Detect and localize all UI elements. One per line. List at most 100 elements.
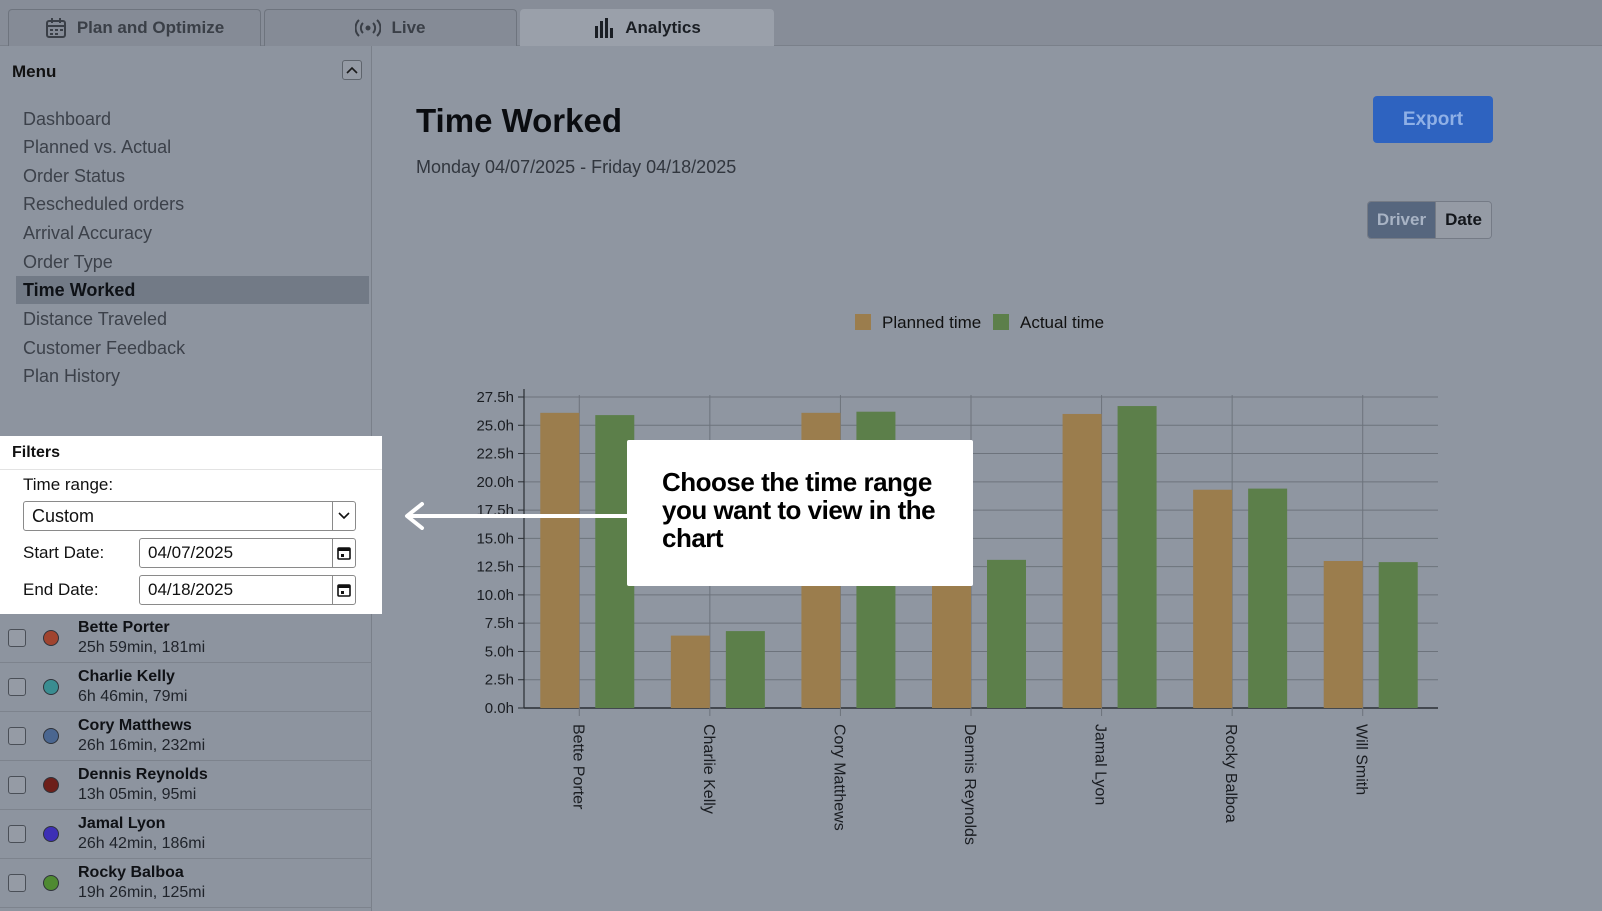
sidebar-item-dashboard[interactable]: Dashboard (23, 109, 112, 129)
driver-stats: 6h 46min, 79mi (78, 688, 188, 705)
sidebar-item-plan-history[interactable]: Plan History (23, 366, 121, 386)
sidebar-item-distance-traveled[interactable]: Distance Traveled (23, 309, 168, 329)
bar-actual (987, 559, 1026, 708)
y-tick-label: 0.0h (485, 700, 514, 717)
driver-row[interactable]: Rocky Balboa 19h 26min, 125mi (0, 859, 372, 908)
sidebar-item-rescheduled-orders[interactable]: Rescheduled orders (23, 194, 185, 214)
y-tick-label: 12.5h (476, 559, 514, 576)
time-range-value: Custom (32, 506, 95, 526)
driver-color-dot (43, 777, 59, 793)
driver-checkbox[interactable] (8, 776, 26, 794)
date-range-subtitle: Monday 04/07/2025 - Friday 04/18/2025 (416, 157, 737, 177)
x-tick-label: Will Smith (1353, 724, 1370, 795)
time-range-select[interactable]: Custom (23, 501, 356, 531)
collapse-menu-button[interactable] (342, 60, 362, 80)
top-tab-bar: Plan and Optimize Live Analytics (0, 0, 1602, 46)
driver-checkbox[interactable] (8, 727, 26, 745)
chevron-up-icon (346, 66, 358, 74)
legend-swatch-planned (855, 314, 871, 330)
divider (0, 469, 382, 470)
y-tick-label: 20.0h (476, 474, 514, 491)
driver-color-dot (43, 826, 59, 842)
y-tick-label: 25.0h (476, 417, 514, 434)
driver-color-dot (43, 630, 59, 646)
y-tick-label: 5.0h (485, 643, 514, 660)
driver-row[interactable]: Jamal Lyon 26h 42min, 186mi (0, 810, 372, 859)
start-date-label: Start Date: (23, 543, 105, 562)
chevron-down-icon[interactable] (332, 502, 355, 530)
driver-name: Rocky Balboa (78, 864, 184, 881)
filters-title: Filters (12, 444, 61, 461)
tab-plan-and-optimize[interactable]: Plan and Optimize (8, 9, 261, 46)
tab-live[interactable]: Live (264, 9, 517, 46)
tab-label: Plan and Optimize (76, 18, 225, 37)
driver-checkbox[interactable] (8, 874, 26, 892)
bar-planned (1193, 489, 1233, 708)
end-date-value: 04/18/2025 (148, 580, 234, 599)
driver-checkbox[interactable] (8, 678, 26, 696)
tab-analytics[interactable]: Analytics (520, 9, 774, 46)
driver-color-dot (43, 728, 59, 744)
bar-planned (540, 412, 580, 708)
sidebar-item-order-status[interactable]: Order Status (23, 166, 126, 186)
date-toggle-button[interactable]: Date (1435, 202, 1491, 238)
start-date-input[interactable]: 04/07/2025 (139, 538, 356, 568)
driver-name: Dennis Reynolds (78, 766, 208, 783)
driver-color-dot (43, 679, 59, 695)
bar-planned (1062, 413, 1102, 708)
driver-row[interactable]: Charlie Kelly 6h 46min, 79mi (0, 663, 372, 712)
callout-text: Choose the time range you want to view i… (662, 467, 936, 553)
driver-row[interactable]: Dennis Reynolds 13h 05min, 95mi (0, 761, 372, 810)
driver-checkbox[interactable] (8, 629, 26, 647)
y-tick-label: 22.5h (476, 446, 514, 463)
bar-actual (1248, 488, 1288, 708)
bar-chart-icon (593, 18, 615, 38)
bar-actual (725, 631, 765, 708)
x-tick-label: Jamal Lyon (1092, 724, 1109, 805)
driver-color-dot (43, 875, 59, 891)
legend-swatch-actual (993, 314, 1009, 330)
end-date-label: End Date: (23, 580, 99, 599)
legend-label-actual: Actual time (1020, 313, 1104, 332)
y-tick-label: 10.0h (476, 587, 514, 604)
time-range-label: Time range: (23, 475, 114, 494)
bar-planned (1323, 560, 1363, 708)
sidebar-item-arrival-accuracy[interactable]: Arrival Accuracy (23, 223, 153, 243)
x-tick-label: Bette Porter (569, 724, 586, 810)
y-tick-label: 7.5h (485, 615, 514, 632)
broadcast-icon (355, 19, 382, 37)
bar-actual (1378, 562, 1418, 708)
end-date-input[interactable]: 04/18/2025 (139, 575, 356, 605)
driver-name: Bette Porter (78, 619, 170, 636)
driver-row[interactable]: Cory Matthews 26h 16min, 232mi (0, 712, 372, 761)
driver-checkbox[interactable] (8, 825, 26, 843)
calendar-picker-icon[interactable] (332, 576, 355, 604)
tab-label: Analytics (625, 18, 701, 37)
driver-row[interactable]: Bette Porter 25h 59min, 181mi (0, 614, 372, 663)
sidebar-item-time-worked[interactable]: Time Worked (16, 276, 369, 304)
sidebar-item-customer-feedback[interactable]: Customer Feedback (23, 338, 186, 358)
driver-toggle-button[interactable]: Driver (1368, 202, 1435, 238)
tooltip-callout: Choose the time range you want to view i… (627, 440, 973, 586)
menu-title: Menu (12, 62, 57, 81)
export-button[interactable]: Export (1373, 96, 1493, 143)
calendar-picker-icon[interactable] (332, 539, 355, 567)
driver-name: Cory Matthews (78, 717, 192, 734)
filters-panel: Filters Time range: Custom Start Date: 0… (0, 436, 382, 614)
start-date-value: 04/07/2025 (148, 543, 234, 562)
driver-stats: 26h 16min, 232mi (78, 737, 206, 754)
x-tick-label: Cory Matthews (830, 724, 847, 831)
tab-label: Live (391, 18, 426, 37)
legend-label-planned: Planned time (882, 313, 981, 332)
driver-stats: 13h 05min, 95mi (78, 786, 197, 803)
driver-stats: 19h 26min, 125mi (78, 884, 206, 901)
group-by-toggle: Driver Date (1367, 201, 1492, 239)
bar-planned (670, 635, 710, 708)
x-tick-label: Charlie Kelly (700, 724, 717, 814)
y-tick-label: 15.0h (476, 530, 514, 547)
sidebar-item-order-type[interactable]: Order Type (23, 252, 113, 272)
y-tick-label: 27.5h (476, 389, 514, 406)
sidebar-item-planned-vs-actual[interactable]: Planned vs. Actual (23, 137, 172, 157)
bar-actual (1117, 406, 1157, 708)
y-tick-label: 2.5h (485, 672, 514, 689)
